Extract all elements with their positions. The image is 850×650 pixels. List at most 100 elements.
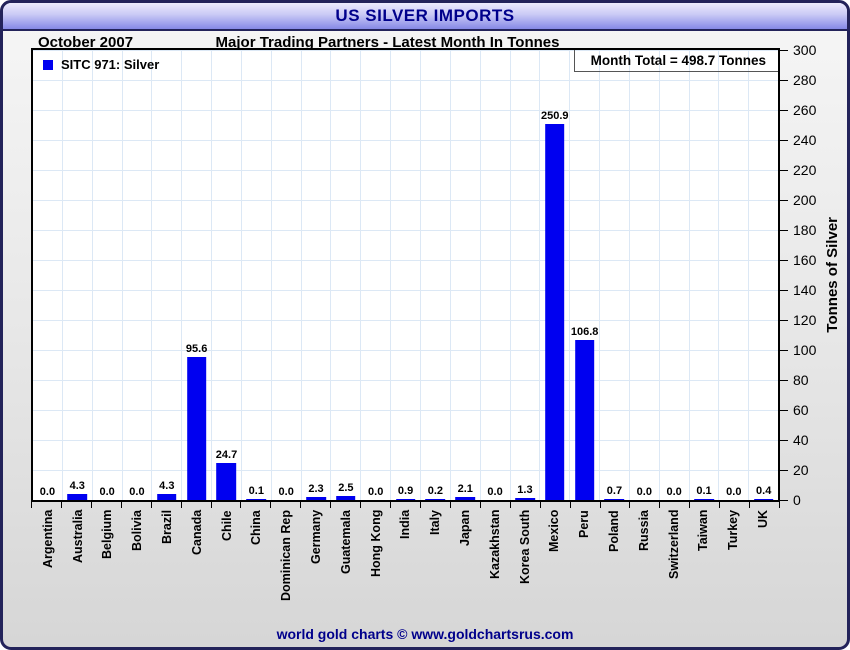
x-axis-label: Argentina <box>40 510 55 569</box>
bar <box>395 498 416 500</box>
y-tick <box>780 320 788 321</box>
grid-column: 0.0 <box>33 50 63 500</box>
y-tick <box>780 140 788 141</box>
grid-column: 95.6 <box>182 50 213 500</box>
x-axis-label: India <box>398 510 413 540</box>
grid-column: 4.3 <box>63 50 93 500</box>
bar-value-label: 0.0 <box>726 486 742 498</box>
bar <box>515 498 535 500</box>
grid-column: 0.0 <box>630 50 660 500</box>
x-axis-label: Taiwan <box>696 510 711 552</box>
x-tick <box>331 502 362 508</box>
x-tick <box>122 502 152 508</box>
bar <box>67 493 88 500</box>
x-tick <box>421 502 451 508</box>
y-tick <box>780 200 788 201</box>
bar <box>574 339 595 500</box>
x-axis-label: Bolivia <box>130 510 145 551</box>
y-tick-label: 220 <box>793 162 817 178</box>
grid-column: 0.0 <box>272 50 302 500</box>
bar <box>306 496 326 500</box>
x-tick <box>690 502 721 508</box>
x-tick <box>391 502 421 508</box>
bar-value-label: 4.3 <box>69 479 85 492</box>
x-axis-label-cell: Korea South <box>510 510 540 630</box>
x-axis-label-cell: Dominican Rep <box>271 510 301 630</box>
y-tick <box>780 470 788 471</box>
grid-column: 4.3 <box>152 50 183 500</box>
x-axis-labels: Argentina Australia Belgium Bolivia Brazil Ca… <box>33 510 778 630</box>
bar-value-label: 0.0 <box>636 486 652 498</box>
y-tick-label: 280 <box>793 72 817 88</box>
footer: world gold charts © www.goldchartsrus.co… <box>3 626 847 642</box>
bar-value-label: 250.9 <box>541 109 569 122</box>
x-axis-label-cell: Belgium <box>93 510 123 630</box>
x-tick <box>720 502 751 508</box>
grid-column: 0.1 <box>242 50 272 500</box>
grid-column: 1.3 <box>511 50 541 500</box>
y-tick-label: 120 <box>793 312 817 328</box>
x-tick <box>541 502 571 508</box>
grid-column: 0.0 <box>660 50 690 500</box>
x-axis-label: Belgium <box>100 510 115 560</box>
x-tick <box>32 502 62 508</box>
y-axis-title-wrap: Tonnes of Silver <box>824 48 841 502</box>
y-tick-label: 260 <box>793 102 817 118</box>
legend-swatch-icon <box>43 59 53 70</box>
y-tick <box>780 260 788 261</box>
chart-header: October 2007 Major Trading Partners - La… <box>3 34 847 52</box>
bar-value-label: 1.3 <box>517 484 533 497</box>
x-axis-label-cell: Poland <box>599 510 629 630</box>
y-tick <box>780 110 788 111</box>
x-tick <box>601 502 631 508</box>
x-axis-label: Peru <box>577 510 592 538</box>
x-axis-label-cell: Hong Kong <box>361 510 391 630</box>
x-axis-label-cell: Italy <box>420 510 450 630</box>
bar-value-label: 0.7 <box>606 484 623 497</box>
x-tick <box>92 502 122 508</box>
grid-column: 0.4 <box>749 50 778 500</box>
bar <box>455 496 476 500</box>
bar-value-label: 0.0 <box>129 486 145 498</box>
x-tick <box>212 502 242 508</box>
bars-container: 0.0 4.3 0.0 0.0 4.3 95.6 24.7 0.1 0.0 2.3 2.5 0.0 0.… <box>33 50 778 500</box>
grid-column: 0.0 <box>361 50 392 500</box>
x-tick <box>182 502 212 508</box>
bar-value-label: 0.0 <box>39 486 56 498</box>
x-axis-label: Kazakhstan <box>487 510 502 580</box>
month-total-annotation: Month Total = 498.7 Tonnes <box>573 50 778 72</box>
y-tick-label: 300 <box>793 42 817 58</box>
x-axis-label: Australia <box>70 510 85 564</box>
grid-column: 0.0 <box>481 50 511 500</box>
y-tick-label: 60 <box>793 402 809 418</box>
x-axis-label-cell: UK <box>748 510 778 630</box>
x-tick <box>62 502 92 508</box>
y-tick <box>780 500 788 501</box>
y-tick <box>780 350 788 351</box>
x-tick <box>750 502 781 508</box>
bar-value-label: 0.0 <box>278 486 294 498</box>
y-tick-label: 100 <box>793 342 817 358</box>
bar-value-label: 0.1 <box>696 485 712 497</box>
bar <box>186 356 207 500</box>
grid-column: 0.0 <box>719 50 750 500</box>
x-axis-label: Chile <box>219 510 234 541</box>
x-axis-label-cell: Turkey <box>718 510 748 630</box>
bar-value-label: 0.0 <box>99 486 115 498</box>
x-tick <box>511 502 541 508</box>
y-tick-label: 0 <box>793 492 801 508</box>
bar <box>544 123 565 500</box>
x-axis-label: Mexico <box>547 510 562 553</box>
grid-column: 0.0 <box>93 50 123 500</box>
x-axis-label: Brazil <box>160 510 175 545</box>
x-axis-label: Germany <box>309 510 324 565</box>
x-axis-label-cell: Guatemala <box>331 510 361 630</box>
x-axis-label: Russia <box>636 510 651 551</box>
x-tick <box>241 502 272 508</box>
x-axis-label: Dominican Rep <box>279 510 294 601</box>
legend-label: SITC 971: Silver <box>61 57 160 72</box>
bar-value-label: 24.7 <box>215 448 238 461</box>
legend: SITC 971: Silver <box>43 57 159 72</box>
grid-column: 0.2 <box>421 50 451 500</box>
x-axis-label-cell: China <box>242 510 272 630</box>
